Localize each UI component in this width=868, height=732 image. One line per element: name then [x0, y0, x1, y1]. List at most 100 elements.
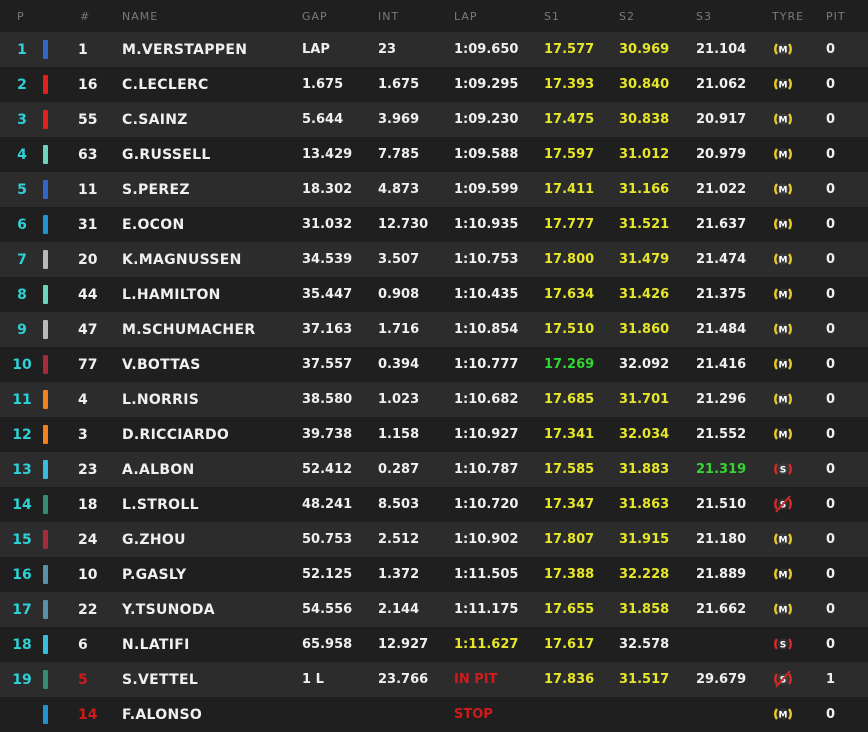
cell-num: 6 — [78, 637, 88, 653]
driver-row[interactable]: 8 44 L.HAMILTON 35.447 0.908 1:10.435 17.634 31… — [0, 277, 868, 312]
cell-name: A.ALBON — [122, 462, 195, 478]
team-color-bar — [43, 75, 48, 94]
team-color-bar — [43, 425, 48, 444]
driver-row[interactable]: 14 F.ALONSO STOP M 0 — [0, 697, 868, 732]
cell-pit: 0 — [826, 147, 836, 162]
cell-int: 2.512 — [378, 532, 420, 547]
driver-row[interactable]: 1 1 M.VERSTAPPEN LAP 23 1:09.650 17.577 30.969 2… — [0, 32, 868, 67]
cell-lap: 1:09.295 — [454, 77, 519, 92]
driver-row[interactable]: 5 11 S.PEREZ 18.302 4.873 1:09.599 17.411 31.16… — [0, 172, 868, 207]
cell-int: 1.372 — [378, 567, 420, 582]
cell-pos: 2 — [17, 77, 27, 93]
cell-num: 63 — [78, 147, 98, 163]
cell-pos: 6 — [17, 217, 27, 233]
cell-s2: 31.863 — [619, 497, 670, 512]
cell-pos: 1 — [17, 42, 27, 58]
team-color-bar — [43, 320, 48, 339]
cell-pit: 0 — [826, 77, 836, 92]
cell-pos: 12 — [12, 427, 32, 443]
cell-int: 2.144 — [378, 602, 420, 617]
driver-row[interactable]: 11 4 L.NORRIS 38.580 1.023 1:10.682 17.685 31.7… — [0, 382, 868, 417]
team-color-bar — [43, 180, 48, 199]
svg-text:M: M — [779, 186, 788, 196]
cell-gap: 37.163 — [302, 322, 353, 337]
cell-gap: 54.556 — [302, 602, 353, 617]
driver-row[interactable]: 12 3 D.RICCIARDO 39.738 1.158 1:10.927 17.341 3… — [0, 417, 868, 452]
team-color-bar — [43, 40, 48, 59]
cell-pos: 9 — [17, 322, 27, 338]
cell-s1: 17.685 — [544, 392, 595, 407]
cell-s1: 17.634 — [544, 287, 595, 302]
driver-row[interactable]: 16 10 P.GASLY 52.125 1.372 1:11.505 17.388 32.2… — [0, 557, 868, 592]
cell-pos: 15 — [12, 532, 32, 548]
driver-row[interactable]: 18 6 N.LATIFI 65.958 12.927 1:11.627 17.617 32.… — [0, 627, 868, 662]
svg-text:S: S — [780, 641, 786, 651]
driver-row[interactable]: 2 16 C.LECLERC 1.675 1.675 1:09.295 17.393 30.8… — [0, 67, 868, 102]
cell-gap: 5.644 — [302, 112, 344, 127]
cell-s2: 30.840 — [619, 77, 670, 92]
svg-text:S: S — [780, 676, 786, 686]
cell-name: N.LATIFI — [122, 637, 190, 653]
cell-lap: 1:10.902 — [454, 532, 519, 547]
cell-gap: 52.412 — [302, 462, 353, 477]
cell-int: 0.287 — [378, 462, 420, 477]
cell-pit: 0 — [826, 637, 836, 652]
cell-lap: 1:10.777 — [454, 357, 519, 372]
col-p: P — [17, 10, 25, 23]
cell-pit: 0 — [826, 707, 836, 722]
cell-lap: 1:11.627 — [454, 637, 519, 652]
cell-gap: 35.447 — [302, 287, 353, 302]
cell-pit: 0 — [826, 322, 836, 337]
svg-text:S: S — [780, 501, 786, 511]
cell-name: C.LECLERC — [122, 77, 209, 93]
team-color-bar — [43, 635, 48, 654]
medium-tyre-icon: M — [774, 218, 792, 231]
driver-row[interactable]: 6 31 E.OCON 31.032 12.730 1:10.935 17.777 31.52… — [0, 207, 868, 242]
cell-gap: 1 L — [302, 672, 324, 687]
driver-row[interactable]: 10 77 V.BOTTAS 37.557 0.394 1:10.777 17.269 32.… — [0, 347, 868, 382]
driver-row[interactable]: 19 5 S.VETTEL 1 L 23.766 IN PIT 17.836 31.517 29… — [0, 662, 868, 697]
svg-text:M: M — [779, 46, 788, 56]
driver-row[interactable]: 17 22 Y.TSUNODA 54.556 2.144 1:11.175 17.655 31… — [0, 592, 868, 627]
team-color-bar — [43, 705, 48, 724]
col-lap: LAP — [454, 10, 478, 23]
cell-name: S.VETTEL — [122, 672, 199, 688]
cell-s3: 21.416 — [696, 357, 747, 372]
medium-tyre-icon: M — [774, 428, 792, 441]
cell-s3: 21.552 — [696, 427, 747, 442]
cell-s1: 17.475 — [544, 112, 595, 127]
cell-num: 16 — [78, 77, 98, 93]
cell-name: P.GASLY — [122, 567, 187, 583]
driver-row[interactable]: 14 18 L.STROLL 48.241 8.503 1:10.720 17.347 31.… — [0, 487, 868, 522]
svg-text:M: M — [779, 571, 788, 581]
team-color-bar — [43, 565, 48, 584]
cell-int: 7.785 — [378, 147, 420, 162]
cell-lap: 1:09.599 — [454, 182, 519, 197]
cell-gap: 1.675 — [302, 77, 344, 92]
cell-pos: 18 — [12, 637, 32, 653]
cell-s3: 21.062 — [696, 77, 747, 92]
cell-lap: 1:09.588 — [454, 147, 519, 162]
driver-row[interactable]: 4 63 G.RUSSELL 13.429 7.785 1:09.588 17.597 31.… — [0, 137, 868, 172]
cell-name: G.RUSSELL — [122, 147, 211, 163]
driver-row[interactable]: 3 55 C.SAINZ 5.644 3.969 1:09.230 17.475 30.838… — [0, 102, 868, 137]
cell-pos: 11 — [12, 392, 32, 408]
cell-name: M.VERSTAPPEN — [122, 42, 248, 58]
driver-row[interactable]: 15 24 G.ZHOU 50.753 2.512 1:10.902 17.807 31.91… — [0, 522, 868, 557]
driver-row[interactable]: 9 47 M.SCHUMACHER 37.163 1.716 1:10.854 17.510… — [0, 312, 868, 347]
driver-row[interactable]: 13 23 A.ALBON 52.412 0.287 1:10.787 17.585 31.8… — [0, 452, 868, 487]
cell-s3: 21.662 — [696, 602, 747, 617]
cell-s2: 31.883 — [619, 462, 670, 477]
soft-tyre-icon: S — [774, 463, 792, 476]
cell-s1: 17.510 — [544, 322, 595, 337]
svg-text:M: M — [779, 151, 788, 161]
team-color-bar — [43, 355, 48, 374]
cell-s1: 17.393 — [544, 77, 595, 92]
cell-num: 14 — [78, 707, 98, 723]
cell-s2: 31.701 — [619, 392, 670, 407]
cell-s1: 17.836 — [544, 672, 595, 687]
team-color-bar — [43, 530, 48, 549]
driver-row[interactable]: 7 20 K.MAGNUSSEN 34.539 3.507 1:10.753 17.800 3… — [0, 242, 868, 277]
cell-gap: 65.958 — [302, 637, 353, 652]
cell-int: 1.716 — [378, 322, 420, 337]
